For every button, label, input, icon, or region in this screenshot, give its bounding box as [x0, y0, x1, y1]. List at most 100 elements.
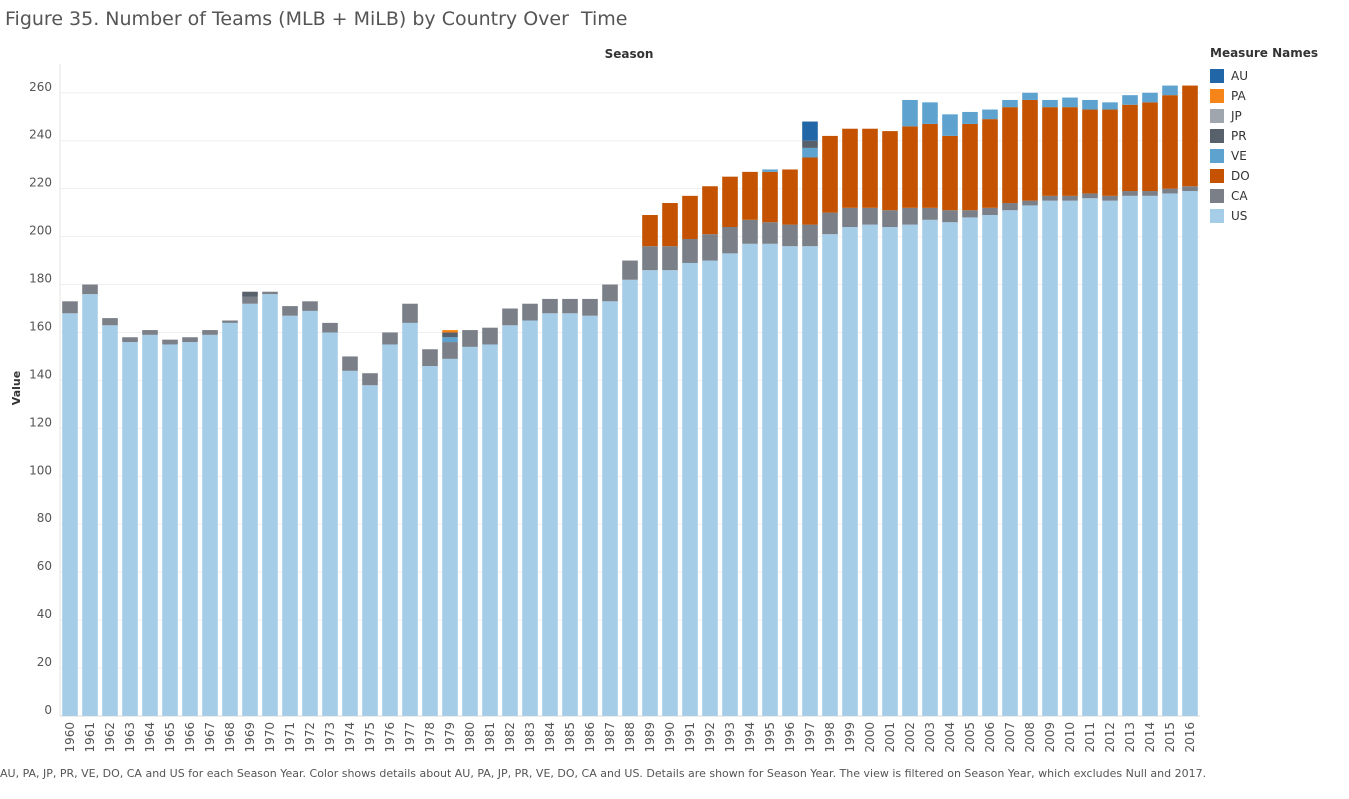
bar-segment-do-2002[interactable] — [902, 126, 918, 208]
bar-segment-us-1970[interactable] — [262, 294, 278, 716]
bar-segment-do-2008[interactable] — [1022, 99, 1038, 201]
bar-segment-ve-2013[interactable] — [1122, 95, 1138, 105]
bar-segment-us-1972[interactable] — [302, 310, 318, 716]
bar-segment-ve-2005[interactable] — [962, 111, 978, 124]
bar-segment-ca-1995[interactable] — [762, 222, 778, 244]
bar-segment-us-1999[interactable] — [842, 227, 858, 716]
bar-segment-do-2006[interactable] — [982, 119, 998, 208]
bar-segment-ca-2008[interactable] — [1022, 200, 1038, 206]
bar-segment-ca-1978[interactable] — [422, 349, 438, 367]
bar-segment-do-2015[interactable] — [1162, 95, 1178, 189]
bar-segment-ca-2000[interactable] — [862, 207, 878, 225]
bar-segment-us-1997[interactable] — [802, 246, 818, 716]
bar-segment-do-2007[interactable] — [1002, 107, 1018, 204]
bar-segment-ca-1984[interactable] — [542, 298, 558, 314]
bar-segment-us-1984[interactable] — [542, 313, 558, 716]
bar-segment-do-2012[interactable] — [1102, 109, 1118, 196]
bar-segment-ca-1968[interactable] — [222, 320, 238, 323]
bar-segment-do-2003[interactable] — [922, 123, 938, 208]
bar-segment-us-2007[interactable] — [1002, 210, 1018, 716]
legend-item-au[interactable]: AU — [1210, 66, 1318, 86]
bar-segment-ve-2008[interactable] — [1022, 92, 1038, 100]
bar-segment-us-2008[interactable] — [1022, 205, 1038, 716]
bar-segment-us-1978[interactable] — [422, 366, 438, 716]
legend-item-pa[interactable]: PA — [1210, 86, 1318, 106]
bar-segment-ca-1964[interactable] — [142, 330, 158, 335]
bar-segment-us-1982[interactable] — [502, 325, 518, 716]
bar-segment-do-1991[interactable] — [682, 195, 698, 239]
bar-segment-ca-1994[interactable] — [742, 219, 758, 244]
legend-item-jp[interactable]: JP — [1210, 106, 1318, 126]
bar-segment-us-1968[interactable] — [222, 322, 238, 716]
bar-segment-ca-1975[interactable] — [362, 373, 378, 386]
bar-segment-us-2004[interactable] — [942, 222, 958, 716]
bar-segment-ca-1961[interactable] — [82, 284, 98, 295]
bar-segment-us-1991[interactable] — [682, 262, 698, 716]
legend-item-ca[interactable]: CA — [1210, 186, 1318, 206]
bar-segment-ca-1998[interactable] — [822, 212, 838, 235]
bar-segment-ca-2001[interactable] — [882, 210, 898, 227]
bar-segment-us-2014[interactable] — [1142, 195, 1158, 717]
bar-segment-ca-1972[interactable] — [302, 301, 318, 311]
bar-segment-us-1960[interactable] — [62, 313, 78, 716]
bar-segment-us-1981[interactable] — [482, 344, 498, 716]
bar-segment-us-1985[interactable] — [562, 313, 578, 716]
bar-segment-ca-1965[interactable] — [162, 339, 178, 345]
bar-segment-do-1993[interactable] — [722, 176, 738, 227]
legend-item-pr[interactable]: PR — [1210, 126, 1318, 146]
bar-segment-us-2003[interactable] — [922, 219, 938, 716]
bar-segment-do-2011[interactable] — [1082, 109, 1098, 194]
bar-segment-pr-1969[interactable] — [242, 291, 258, 297]
bar-segment-ve-2011[interactable] — [1082, 99, 1098, 110]
bar-segment-ve-2003[interactable] — [922, 102, 938, 124]
bar-segment-ca-1969[interactable] — [242, 296, 258, 304]
bar-segment-do-1997[interactable] — [802, 157, 818, 225]
bar-segment-us-2005[interactable] — [962, 217, 978, 716]
bar-segment-ca-1993[interactable] — [722, 227, 738, 254]
bar-segment-us-1980[interactable] — [462, 346, 478, 716]
bar-segment-us-1995[interactable] — [762, 243, 778, 716]
bar-segment-ca-1980[interactable] — [462, 330, 478, 347]
bar-segment-us-2002[interactable] — [902, 224, 918, 716]
bar-segment-ca-2015[interactable] — [1162, 188, 1178, 194]
bar-segment-ve-2002[interactable] — [902, 99, 918, 127]
bar-segment-ve-2012[interactable] — [1102, 102, 1118, 110]
bar-segment-us-1990[interactable] — [662, 270, 678, 716]
bar-segment-ca-1981[interactable] — [482, 327, 498, 345]
bar-segment-ca-1960[interactable] — [62, 301, 78, 314]
bar-segment-ve-2014[interactable] — [1142, 92, 1158, 103]
bar-segment-us-2009[interactable] — [1042, 200, 1058, 716]
bar-segment-us-2001[interactable] — [882, 227, 898, 716]
bar-segment-pr-1979[interactable] — [442, 332, 458, 338]
bar-segment-ca-1974[interactable] — [342, 356, 358, 371]
bar-segment-us-2011[interactable] — [1082, 198, 1098, 717]
bar-segment-ca-1967[interactable] — [202, 330, 218, 335]
bar-segment-us-1961[interactable] — [82, 294, 98, 716]
bar-segment-ca-2011[interactable] — [1082, 193, 1098, 199]
bar-segment-ca-1982[interactable] — [502, 308, 518, 326]
bar-segment-ca-1970[interactable] — [262, 291, 278, 295]
bar-segment-do-1999[interactable] — [842, 128, 858, 208]
bar-segment-ve-2009[interactable] — [1042, 99, 1058, 108]
bar-segment-do-2001[interactable] — [882, 131, 898, 211]
bar-segment-do-1996[interactable] — [782, 169, 798, 225]
bar-segment-ca-2009[interactable] — [1042, 195, 1058, 201]
bar-segment-ca-1977[interactable] — [402, 303, 418, 323]
bar-segment-do-2009[interactable] — [1042, 107, 1058, 196]
bar-segment-us-1979[interactable] — [442, 358, 458, 716]
bar-segment-us-2000[interactable] — [862, 224, 878, 716]
bar-segment-us-1993[interactable] — [722, 253, 738, 716]
bar-segment-ca-1988[interactable] — [622, 260, 638, 280]
bar-segment-ca-2003[interactable] — [922, 207, 938, 220]
bar-segment-ca-2006[interactable] — [982, 207, 998, 216]
bar-segment-us-1983[interactable] — [522, 320, 538, 716]
bar-segment-ca-1986[interactable] — [582, 298, 598, 316]
bar-segment-ca-1971[interactable] — [282, 306, 298, 316]
bar-segment-ca-1976[interactable] — [382, 332, 398, 345]
bar-segment-do-2005[interactable] — [962, 123, 978, 211]
bar-segment-ca-1992[interactable] — [702, 234, 718, 261]
bar-segment-ve-1997[interactable] — [802, 147, 818, 158]
bar-segment-ve-2004[interactable] — [942, 114, 958, 136]
bar-segment-do-2014[interactable] — [1142, 102, 1158, 192]
bar-segment-us-2016[interactable] — [1182, 191, 1198, 717]
